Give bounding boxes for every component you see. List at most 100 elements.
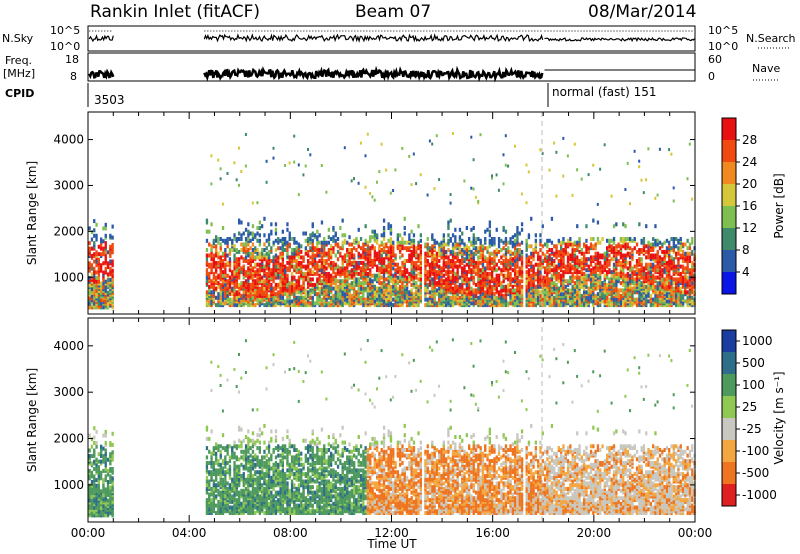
power-cell — [399, 233, 402, 238]
power-cell — [550, 248, 554, 252]
power-cell — [389, 275, 393, 280]
power-cell — [396, 237, 399, 241]
power-cell — [233, 248, 236, 252]
power-cell — [320, 297, 324, 302]
power-cell — [410, 277, 413, 282]
power-cell — [654, 238, 657, 243]
power-cell — [387, 238, 390, 243]
power-cell — [316, 299, 319, 304]
power-cell — [654, 270, 657, 275]
power-cell — [95, 237, 98, 242]
power-cell — [583, 264, 586, 269]
power-cell — [366, 246, 370, 251]
power-cell — [516, 262, 519, 267]
power-cell — [587, 277, 590, 282]
power-cell — [507, 240, 510, 245]
power-cell — [481, 268, 485, 273]
noise-tick-bottom-right: 10^0 — [708, 40, 738, 53]
power-cell — [481, 244, 485, 249]
power-cell — [251, 259, 255, 263]
power-cell — [488, 259, 491, 263]
power-cell — [392, 259, 395, 263]
power-cell — [210, 253, 213, 258]
power-cell — [336, 284, 340, 289]
power-cell — [111, 250, 114, 255]
power-cell — [376, 264, 379, 269]
power-cell — [640, 178, 643, 182]
power-cell — [396, 262, 399, 267]
power-cell — [477, 286, 480, 291]
power-cell — [654, 196, 657, 200]
power-cell — [500, 238, 503, 243]
power-cell — [249, 282, 252, 287]
power-cell — [415, 253, 418, 258]
power-cell — [265, 246, 268, 251]
power-cell — [263, 290, 266, 295]
power-cell — [228, 237, 232, 241]
power-cell — [440, 244, 443, 249]
power-cell — [530, 260, 533, 265]
power-cell — [608, 244, 611, 249]
power-cell — [284, 264, 287, 269]
power-cell — [95, 222, 98, 227]
power-cell — [447, 224, 450, 229]
power-cell — [550, 273, 554, 278]
power-cell — [615, 253, 618, 258]
power-cell — [311, 303, 314, 308]
power-cell — [470, 240, 473, 245]
power-cell — [249, 251, 252, 256]
power-cell — [541, 244, 544, 249]
power-cell — [93, 228, 96, 233]
power-cell — [573, 260, 577, 265]
power-cell — [479, 295, 482, 300]
power-cell — [578, 262, 581, 267]
power-cell — [599, 303, 602, 308]
power-cell — [571, 271, 574, 276]
power-cell — [635, 242, 639, 247]
power-cell — [364, 297, 367, 302]
power-cell — [387, 264, 390, 269]
power-cell — [594, 270, 597, 275]
power-cell — [389, 270, 393, 275]
power-cell — [380, 253, 383, 258]
power-cell — [212, 238, 215, 243]
power-cell — [320, 260, 324, 265]
power-cell — [208, 229, 211, 234]
power-cell — [530, 216, 533, 221]
power-cell — [624, 188, 627, 191]
power-cell — [576, 299, 579, 304]
power-cell — [507, 246, 510, 251]
power-cell — [516, 301, 519, 306]
power-cell — [665, 249, 669, 254]
power-cell — [231, 303, 234, 308]
power-cell — [560, 281, 563, 286]
power-cell — [267, 301, 271, 306]
power-cell — [373, 249, 376, 254]
power-cell — [415, 303, 418, 308]
power-cell — [359, 253, 363, 258]
power-cell — [507, 164, 510, 168]
power-cell — [244, 240, 248, 245]
power-cell — [410, 249, 413, 254]
power-cell — [534, 238, 537, 243]
power-cell — [240, 220, 243, 225]
power-cell — [525, 270, 528, 275]
power-cell — [610, 273, 613, 278]
cpid-label: CPID — [5, 87, 34, 100]
power-cell — [341, 255, 344, 260]
power-cell — [270, 259, 273, 263]
power-cell — [474, 288, 478, 293]
power-cell — [442, 295, 445, 300]
power-cell — [343, 266, 347, 271]
power-cell — [566, 255, 570, 260]
power-cell — [341, 297, 344, 302]
power-cell — [401, 281, 404, 286]
power-cell — [244, 246, 248, 251]
power-cell — [272, 240, 275, 245]
power-cell — [530, 286, 533, 291]
power-cell — [208, 299, 211, 304]
power-cell — [447, 301, 450, 306]
power-cell — [362, 266, 365, 271]
power-cell — [357, 260, 360, 265]
power-cell — [440, 255, 443, 260]
